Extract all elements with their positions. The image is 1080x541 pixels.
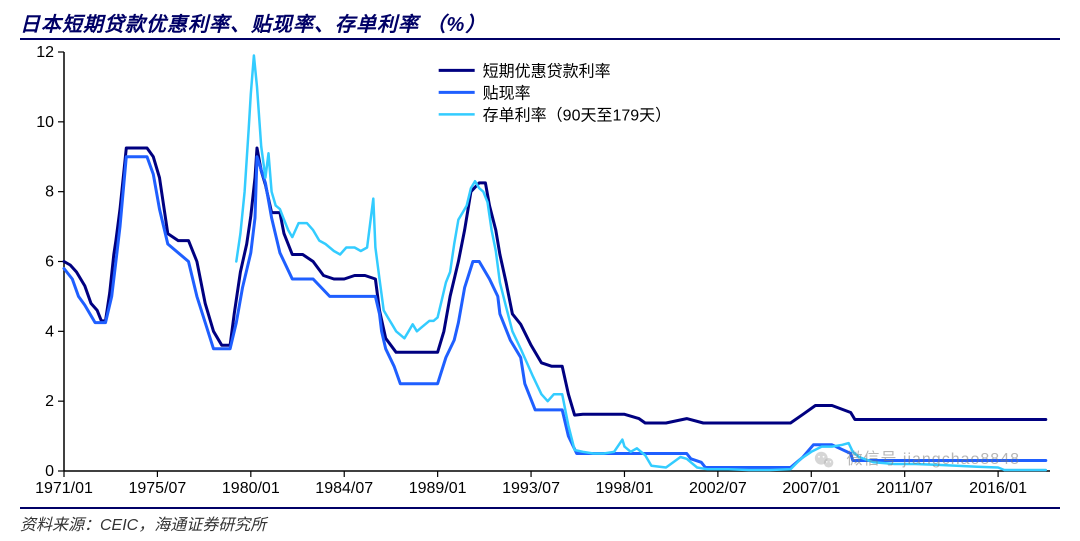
svg-text:6: 6 [45,254,54,271]
source-text: 资料来源：CEIC，海通证券研究所 [20,517,266,534]
svg-text:1993/07: 1993/07 [502,480,560,497]
line-chart: 0 2 4 6 8 10 12 1971/01 1975/07 1980/01 1984/07 198… [20,46,1060,501]
legend-discount: 贴现率 [483,84,531,102]
source-rule: 资料来源：CEIC，海通证券研究所 [20,507,1060,535]
svg-text:1984/07: 1984/07 [315,480,373,497]
series-prime [64,148,1046,423]
svg-text:2: 2 [45,393,54,410]
svg-text:1975/07: 1975/07 [128,480,186,497]
chart-title: 日本短期贷款优惠利率、贴现率、存单利率 （%） [20,14,486,36]
figure-container: 日本短期贷款优惠利率、贴现率、存单利率 （%） 0 2 4 6 8 10 12 1971/01… [0,0,1080,541]
svg-text:2011/07: 2011/07 [876,480,933,497]
svg-text:2007/01: 2007/01 [782,480,840,497]
svg-text:10: 10 [36,114,54,131]
svg-text:2002/07: 2002/07 [689,480,747,497]
legend-prime: 短期优惠贷款利率 [483,62,611,80]
chart-area: 0 2 4 6 8 10 12 1971/01 1975/07 1980/01 1984/07 198… [20,46,1060,501]
svg-text:4: 4 [45,323,54,340]
svg-text:1989/01: 1989/01 [409,480,467,497]
svg-text:0: 0 [45,463,54,480]
svg-text:1980/01: 1980/01 [222,480,280,497]
svg-text:1971/01: 1971/01 [35,480,93,497]
svg-text:8: 8 [45,184,54,201]
title-rule: 日本短期贷款优惠利率、贴现率、存单利率 （%） [20,8,1060,40]
svg-text:12: 12 [36,46,54,61]
svg-text:1998/01: 1998/01 [596,480,654,497]
legend-cd: 存单利率（90天至179天） [483,106,672,124]
svg-text:2016/01: 2016/01 [969,480,1027,497]
